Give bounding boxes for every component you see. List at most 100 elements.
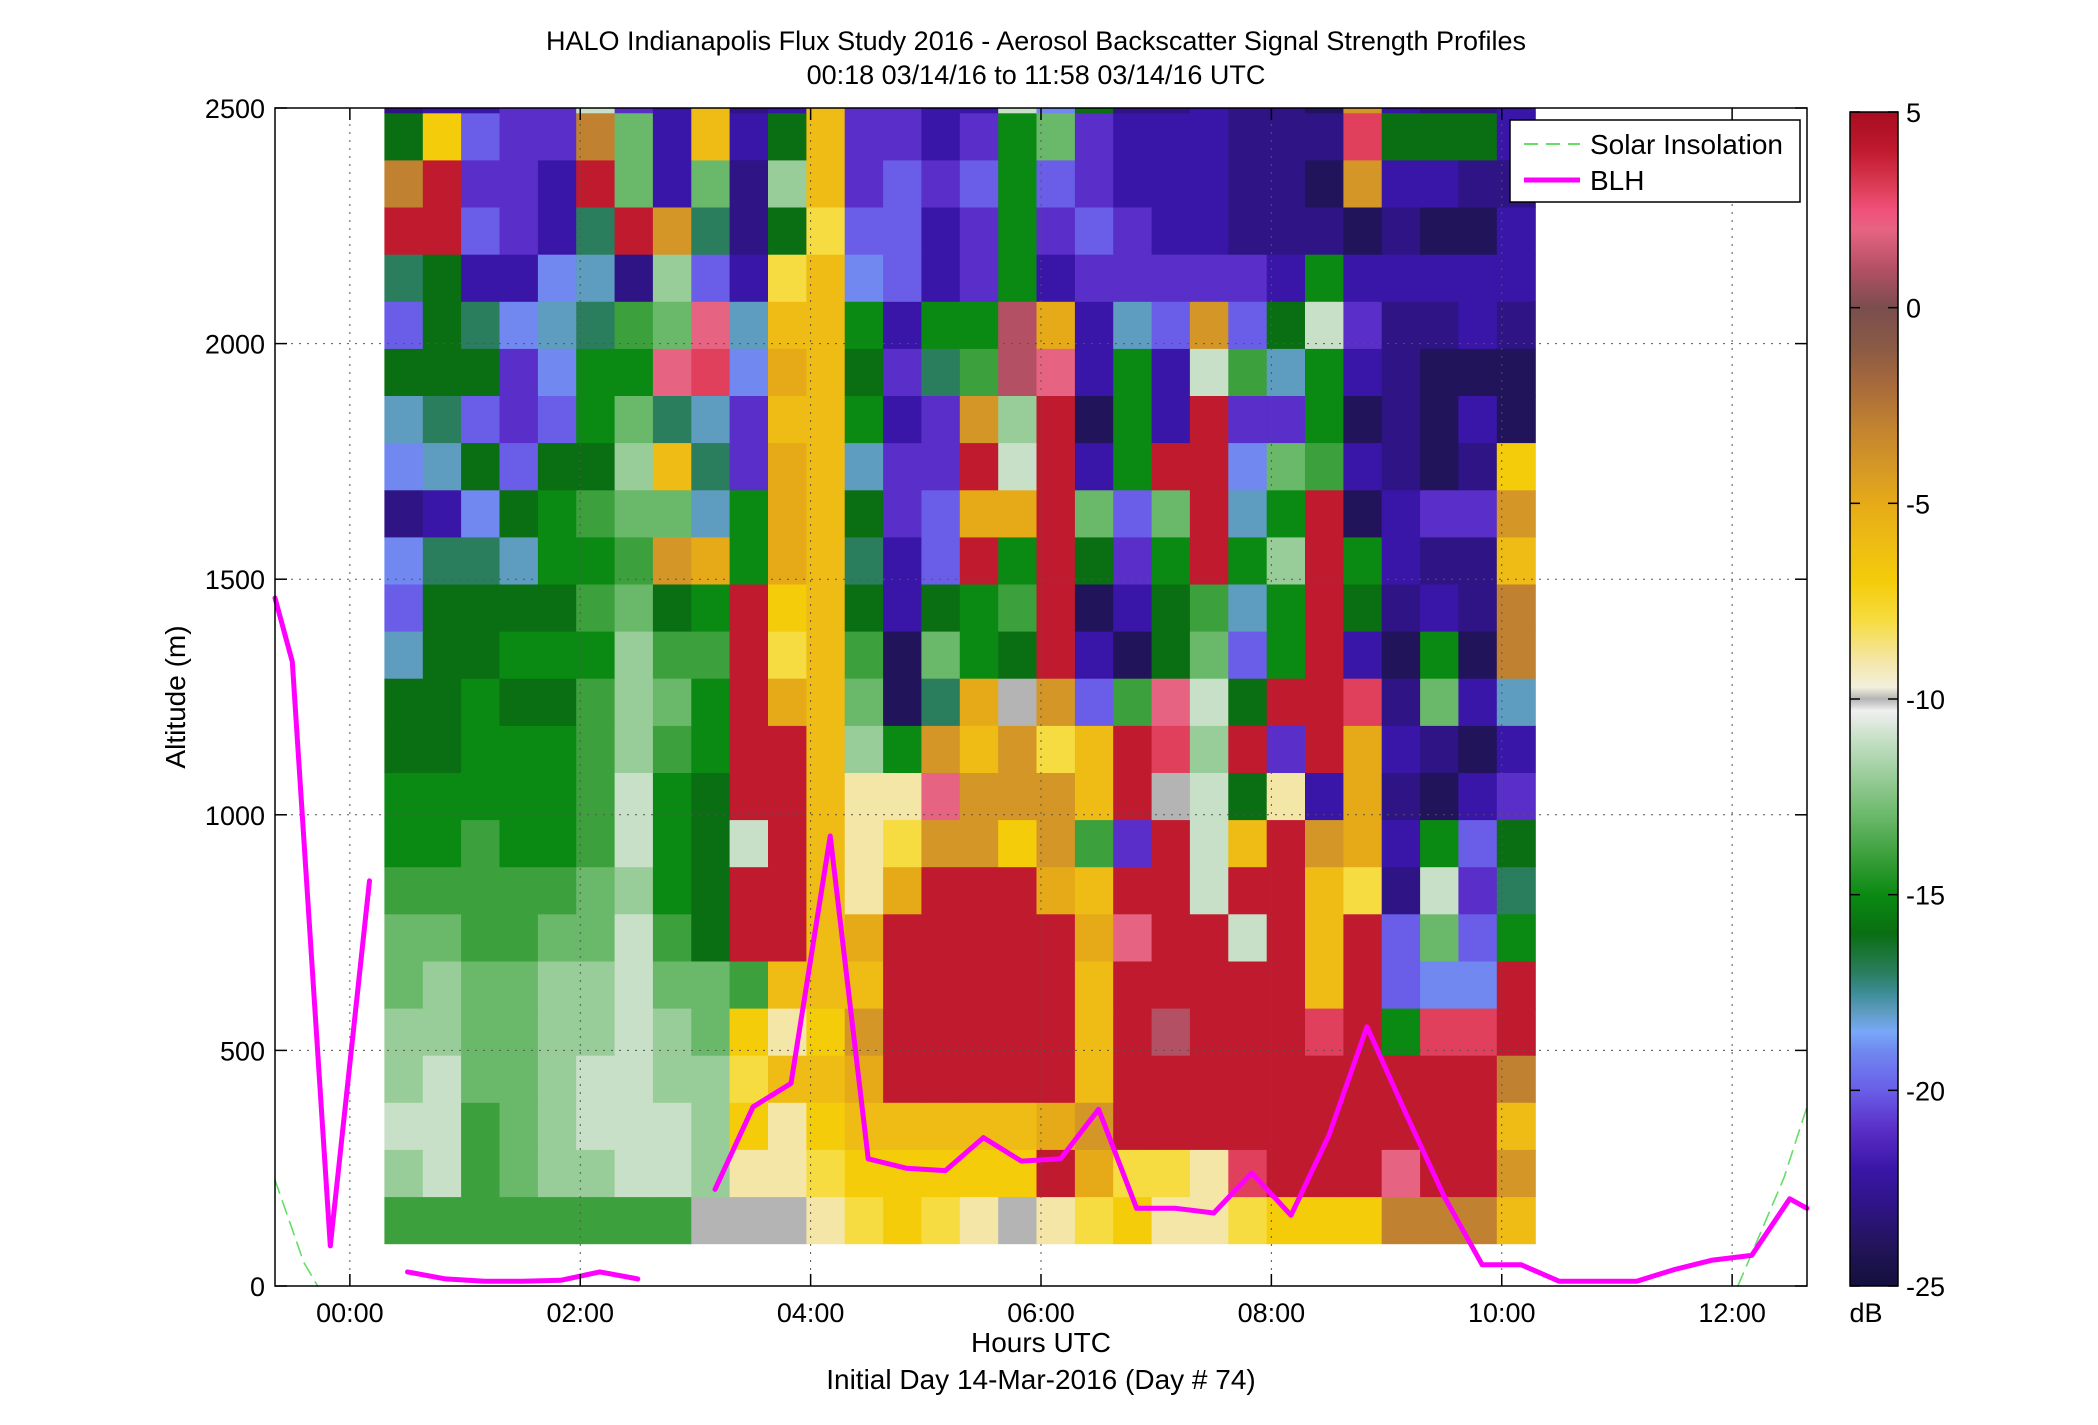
colorbar-tick-label: -5 xyxy=(1906,489,1930,519)
colorbar-ticks: 5 0 -5 -10 -15 -20 -25 xyxy=(1850,98,1945,1302)
heatmap-cell xyxy=(921,301,961,349)
heatmap-cell xyxy=(1266,725,1306,773)
heatmap-cell xyxy=(1113,207,1153,255)
heatmap-cell xyxy=(998,301,1038,349)
heatmap-cell xyxy=(1266,395,1306,444)
heatmap-cell xyxy=(1113,301,1153,349)
heatmap-cell xyxy=(1496,254,1536,302)
heatmap-cell xyxy=(576,536,616,585)
heatmap-cell xyxy=(537,489,577,538)
heatmap-cell xyxy=(1381,583,1421,632)
heatmap-cell xyxy=(998,1008,1038,1056)
heatmap-cell xyxy=(576,631,616,679)
heatmap-cell xyxy=(1420,960,1460,1009)
heatmap-cell xyxy=(1305,207,1344,255)
heatmap-cell xyxy=(1496,489,1536,538)
heatmap-cell xyxy=(422,207,462,255)
heatmap-cell xyxy=(1074,1196,1114,1245)
heatmap-cell xyxy=(614,112,654,161)
heatmap-cell xyxy=(1074,254,1114,302)
heatmap-cell xyxy=(998,112,1038,161)
heatmap-cell xyxy=(1113,536,1153,585)
y-tick-label: 2500 xyxy=(205,94,265,124)
heatmap-cell xyxy=(652,960,692,1009)
colorbar-tick-label: 5 xyxy=(1906,98,1921,128)
heatmap-cell xyxy=(1189,725,1229,773)
heatmap-cell xyxy=(729,678,769,726)
heatmap-cell xyxy=(1458,442,1498,491)
heatmap-cell xyxy=(1151,254,1191,302)
heatmap-cell xyxy=(499,819,539,868)
heatmap-cell xyxy=(1151,866,1191,915)
heatmap-cell xyxy=(1458,489,1498,538)
heatmap-cell xyxy=(921,207,961,255)
heatmap-cell xyxy=(1266,207,1306,255)
heatmap-cell xyxy=(1036,960,1076,1009)
heatmap-cell xyxy=(1074,631,1114,679)
heatmap-cell xyxy=(1496,348,1536,396)
heatmap-cell xyxy=(614,1102,654,1150)
heatmap-cell xyxy=(998,678,1038,726)
heatmap-cell xyxy=(576,112,616,161)
heatmap-cell xyxy=(1305,348,1344,396)
heatmap-cell xyxy=(1305,583,1344,632)
heatmap-cell xyxy=(384,536,424,585)
heatmap-cell xyxy=(921,159,961,208)
heatmap-cell xyxy=(1496,772,1536,821)
heatmap-cell xyxy=(1074,1149,1114,1198)
heatmap-cell xyxy=(1266,678,1306,726)
heatmap-cell xyxy=(1381,678,1421,726)
heatmap-cell xyxy=(652,159,692,208)
heatmap-cell xyxy=(652,772,692,821)
heatmap-cell xyxy=(384,866,424,915)
y-tick-label: 1000 xyxy=(205,801,265,831)
heatmap-cell xyxy=(1420,207,1460,255)
heatmap-cell xyxy=(652,395,692,444)
heatmap-cell xyxy=(883,489,923,538)
heatmap-cell xyxy=(614,678,654,726)
heatmap-cell xyxy=(806,1196,846,1245)
heatmap-cell xyxy=(806,112,846,161)
heatmap-cell xyxy=(1458,536,1498,585)
heatmap-cell xyxy=(1228,772,1268,821)
heatmap-cell xyxy=(461,631,501,679)
heatmap-cell xyxy=(768,489,807,538)
heatmap-cell xyxy=(768,108,807,114)
heatmap-cell xyxy=(1074,1102,1114,1150)
heatmap-cell xyxy=(1381,159,1421,208)
heatmap-cell xyxy=(614,207,654,255)
heatmap-cell xyxy=(1305,866,1344,915)
heatmap-cell xyxy=(844,442,884,491)
heatmap-cell xyxy=(1228,819,1268,868)
heatmap-cell xyxy=(384,254,424,302)
blh-line xyxy=(712,833,1810,1284)
heatmap-cell xyxy=(959,725,999,773)
heatmap-cell xyxy=(1189,583,1229,632)
heatmap-cell xyxy=(883,913,923,962)
heatmap-cell xyxy=(1458,159,1498,208)
heatmap-cell xyxy=(1113,254,1153,302)
heatmap-cell xyxy=(1228,583,1268,632)
heatmap-cell xyxy=(1305,254,1344,302)
heatmap-cell xyxy=(1420,725,1460,773)
heatmap-cell xyxy=(1113,442,1153,491)
heatmap-cell xyxy=(691,583,731,632)
heatmap-cell xyxy=(461,913,501,962)
heatmap-cell xyxy=(1266,913,1306,962)
heatmap-cell xyxy=(1496,442,1536,491)
heatmap-cell xyxy=(806,489,846,538)
heatmap-cell xyxy=(1189,1102,1229,1150)
heatmap-cell xyxy=(1189,442,1229,491)
heatmap-cell xyxy=(1151,1102,1191,1150)
heatmap-cell xyxy=(461,112,501,161)
heatmap-cell xyxy=(461,1196,501,1245)
heatmap-cell xyxy=(1305,108,1344,114)
heatmap-cell xyxy=(729,301,769,349)
heatmap-cell xyxy=(1036,348,1076,396)
heatmap-cell xyxy=(1381,301,1421,349)
heatmap-cell xyxy=(883,819,923,868)
heatmap-cell xyxy=(461,348,501,396)
heatmap-cell xyxy=(461,489,501,538)
heatmap-cell xyxy=(1113,1102,1153,1150)
heatmap-cell xyxy=(806,631,846,679)
